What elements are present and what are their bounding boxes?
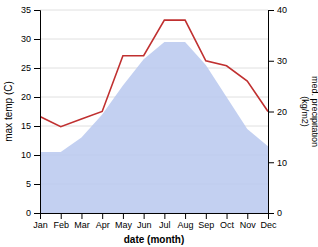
- tick-mark: [40, 213, 41, 219]
- tick-label: 10: [277, 158, 287, 168]
- marks: [40, 20, 268, 213]
- tick-mark: [268, 61, 274, 62]
- y-axis-title: max temp (C): [3, 81, 14, 142]
- tick-label: Dec: [260, 220, 277, 230]
- tick-label: 30: [21, 34, 31, 44]
- axis-line: [41, 214, 269, 220]
- tick: 0: [26, 208, 40, 218]
- tick-mark: [34, 155, 40, 156]
- tick-label: Aug: [178, 220, 194, 230]
- tick-mark: [81, 213, 82, 219]
- tick: May: [115, 213, 133, 230]
- tick-label: 5: [26, 179, 31, 189]
- tick: Jul: [159, 213, 171, 230]
- tick-mark: [206, 213, 207, 219]
- tick-mark: [247, 213, 248, 219]
- tick-mark: [268, 162, 274, 163]
- tick-label: Nov: [240, 220, 257, 230]
- plot: 0 5 10 15 20 25 30 35 0 10 20 30 40 Jan Feb Mar Apr May Ju…: [21, 5, 287, 230]
- line: [40, 20, 268, 127]
- tick-label: Mar: [74, 220, 90, 230]
- tick-label: Jan: [33, 220, 48, 230]
- tick-mark: [268, 10, 274, 11]
- tick-mark: [227, 213, 228, 219]
- tick-mark: [102, 213, 103, 219]
- tick-mark: [34, 97, 40, 98]
- chart: 0 5 10 15 20 25 30 35 0 10 20 30 40 Jan Feb Mar Apr May Ju…: [0, 0, 318, 247]
- tick-mark: [34, 126, 40, 127]
- tick: Jan: [33, 213, 48, 230]
- tick-mark: [185, 213, 186, 219]
- tick-mark: [123, 213, 124, 219]
- tick-mark: [34, 10, 40, 11]
- tick-label: 20: [277, 107, 287, 117]
- tick: Nov: [240, 213, 257, 230]
- tick-label: 0: [277, 208, 282, 218]
- tick: Jun: [137, 213, 152, 230]
- tick-label: Jul: [159, 220, 171, 230]
- tick-label: 20: [21, 92, 31, 102]
- text-line: (kg/m2): [300, 96, 310, 127]
- tick: 5: [26, 179, 40, 189]
- tick-label: 0: [26, 208, 31, 218]
- tick-label: 30: [277, 56, 287, 66]
- tick: 10: [21, 150, 40, 160]
- grid: [40, 10, 268, 213]
- tick-mark: [61, 213, 62, 219]
- tick-label: 15: [21, 121, 31, 131]
- axis-line: [269, 11, 275, 214]
- tick-label: May: [115, 220, 133, 230]
- tick: 30: [268, 56, 287, 66]
- tick: Oct: [220, 213, 235, 230]
- grid-line: [40, 10, 268, 11]
- tick-label: Oct: [220, 220, 235, 230]
- x-axis: Jan Feb Mar Apr May Jun Jul Aug Sep Oct NovDec: [33, 213, 277, 230]
- tick: 10: [268, 158, 287, 168]
- tick: Mar: [74, 213, 90, 230]
- tick-label: Feb: [53, 220, 69, 230]
- tick: 0: [268, 208, 282, 218]
- tick-label: 25: [21, 63, 31, 73]
- tick: Feb: [53, 213, 69, 230]
- tick-mark: [268, 213, 269, 219]
- tick: 25: [21, 63, 40, 73]
- tick-label: 40: [277, 5, 287, 15]
- tick-mark: [34, 39, 40, 40]
- tick-mark: [34, 213, 40, 214]
- tick-mark: [164, 213, 165, 219]
- tick: 20: [268, 107, 287, 117]
- x-axis-title: date (month): [124, 234, 185, 245]
- tick-label: Sep: [198, 220, 214, 230]
- tick-label: 35: [21, 5, 31, 15]
- y2-axis: 0 10 20 30 40: [268, 5, 287, 218]
- tick-mark: [34, 68, 40, 69]
- tick: Dec: [260, 213, 277, 230]
- tick: 35: [21, 5, 40, 15]
- tick: 20: [21, 92, 40, 102]
- text-line: med. precipitation: [310, 76, 318, 147]
- tick-label: Apr: [96, 220, 110, 230]
- text-line: date (month): [124, 234, 185, 245]
- tick-label: 10: [21, 150, 31, 160]
- tick-mark: [144, 213, 145, 219]
- tick-label: Jun: [137, 220, 152, 230]
- area: [40, 42, 268, 213]
- tick-mark: [268, 112, 274, 113]
- tick: Sep: [198, 213, 214, 230]
- tick: 15: [21, 121, 40, 131]
- tick-mark: [34, 184, 40, 185]
- tick: Aug: [178, 213, 194, 230]
- tick: 30: [21, 34, 40, 44]
- axis-line: [34, 11, 41, 214]
- tick: Apr: [96, 213, 110, 230]
- y2-axis-title: med. precipitation(kg/m2): [300, 76, 318, 147]
- y-axis: 0 5 10 15 20 25 30 35: [21, 5, 41, 218]
- text-line: max temp (C): [3, 81, 14, 142]
- tick: 40: [268, 5, 287, 15]
